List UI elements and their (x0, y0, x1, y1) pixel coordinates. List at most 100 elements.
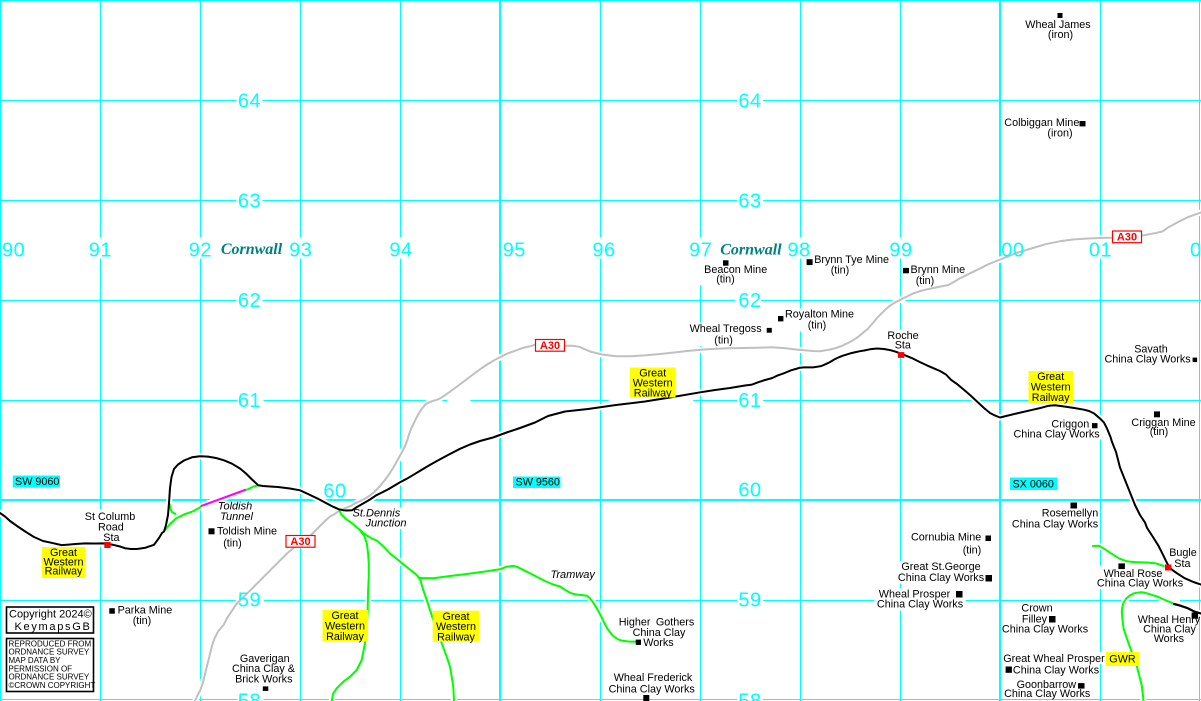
svg-text:Sta: Sta (103, 532, 119, 544)
svg-text:97: 97 (689, 240, 712, 262)
svg-text:Parka Mine: Parka Mine (118, 605, 173, 617)
svg-text:Cornwall: Cornwall (221, 241, 283, 258)
svg-text:00: 00 (1001, 240, 1024, 262)
svg-text:61: 61 (738, 390, 761, 412)
svg-text:China Clay Works: China Clay Works (877, 599, 964, 611)
svg-text:Junction: Junction (365, 518, 407, 530)
svg-text:A30: A30 (540, 340, 560, 352)
svg-text:Wheal Rose: Wheal Rose (1104, 568, 1163, 580)
svg-text:99: 99 (889, 240, 912, 262)
svg-text:Wheal Henry: Wheal Henry (1138, 614, 1201, 626)
svg-text:Western: Western (43, 556, 83, 568)
svg-text:China Clay Works: China Clay Works (1104, 353, 1191, 365)
svg-text:Road: Road (98, 522, 124, 534)
svg-text:(tin): (tin) (916, 275, 935, 287)
svg-text:Wheal James: Wheal James (1025, 19, 1091, 31)
svg-text:China Clay Works: China Clay Works (1013, 665, 1100, 677)
svg-text:China Clay Works: China Clay Works (1002, 624, 1089, 636)
svg-text:60: 60 (323, 481, 346, 503)
svg-text:Works: Works (643, 637, 674, 649)
svg-text:96: 96 (592, 240, 615, 262)
svg-text:91: 91 (89, 240, 112, 262)
svg-text:58: 58 (738, 690, 761, 701)
svg-text:A30: A30 (290, 536, 310, 548)
svg-text:Western: Western (1031, 382, 1071, 394)
svg-text:Wheal Frederick: Wheal Frederick (614, 672, 693, 684)
svg-text:China Clay: China Clay (633, 627, 686, 639)
svg-text:92: 92 (189, 240, 212, 262)
svg-text:60: 60 (738, 480, 761, 502)
svg-text:64: 64 (738, 91, 761, 113)
svg-text:Great: Great (442, 611, 469, 623)
svg-text:GWR: GWR (1109, 654, 1136, 666)
svg-text:China Clay: China Clay (1143, 623, 1196, 635)
svg-text:Criggan Mine: Criggan Mine (1131, 417, 1195, 429)
svg-text:98: 98 (787, 240, 810, 262)
svg-text:95: 95 (503, 240, 526, 262)
svg-text:Great St.George: Great St.George (901, 561, 980, 573)
svg-text:Roche: Roche (887, 330, 918, 342)
svg-text:Royalton Mine: Royalton Mine (785, 309, 854, 321)
svg-text:A30: A30 (1117, 232, 1137, 244)
svg-text:China Clay Works: China Clay Works (1013, 429, 1100, 441)
svg-text:Wheal Prosper: Wheal Prosper (879, 589, 951, 601)
svg-text:China Clay Works: China Clay Works (898, 572, 985, 584)
svg-text:KeymapsGB: KeymapsGB (15, 621, 92, 633)
svg-text:Railway: Railway (437, 632, 475, 644)
svg-text:Rosemellyn: Rosemellyn (1042, 508, 1098, 520)
svg-text:Copyright 2024©: Copyright 2024© (9, 609, 92, 621)
svg-text:Goonbarrow: Goonbarrow (1017, 679, 1077, 691)
svg-text:China Clay Works: China Clay Works (1004, 688, 1091, 700)
svg-text:(tin): (tin) (808, 320, 827, 332)
svg-text:(tin): (tin) (1150, 426, 1169, 438)
svg-text:62: 62 (738, 290, 761, 312)
svg-text:64: 64 (238, 91, 261, 113)
svg-text:Beacon Mine: Beacon Mine (704, 264, 767, 276)
svg-text:Higher Gothers: Higher Gothers (619, 616, 695, 628)
svg-text:63: 63 (238, 190, 261, 212)
svg-text:Toldish Mine: Toldish Mine (217, 526, 277, 538)
svg-text:Great: Great (50, 547, 77, 559)
svg-text:SW 9060: SW 9060 (15, 476, 59, 488)
svg-text:Great: Great (1037, 371, 1064, 383)
svg-text:Great Wheal Prosper: Great Wheal Prosper (1003, 653, 1105, 665)
svg-text:Western: Western (325, 621, 365, 633)
svg-text:Colbiggan Mine: Colbiggan Mine (1004, 117, 1079, 129)
svg-text:Sta: Sta (895, 339, 911, 351)
svg-text:Wheal Tregoss: Wheal Tregoss (690, 323, 763, 335)
svg-text:94: 94 (389, 240, 412, 262)
svg-text:Great: Great (639, 367, 666, 379)
svg-text:Railway: Railway (1032, 392, 1070, 404)
svg-text:(tin): (tin) (714, 334, 733, 346)
svg-text:China Clay Works: China Clay Works (1097, 578, 1184, 590)
svg-text:58: 58 (238, 690, 261, 701)
svg-text:(tin): (tin) (831, 264, 850, 276)
svg-text:SW 9560: SW 9560 (516, 477, 560, 489)
svg-text:©CROWN COPYRIGHT: ©CROWN COPYRIGHT (9, 681, 96, 690)
svg-text:Criggon: Criggon (1051, 419, 1089, 431)
svg-text:SX 0060: SX 0060 (1013, 478, 1054, 490)
svg-text:China Clay Works: China Clay Works (609, 684, 696, 696)
svg-text:(iron): (iron) (1047, 127, 1072, 139)
svg-text:62: 62 (238, 290, 261, 312)
svg-text:China Clay &: China Clay & (232, 663, 296, 675)
svg-text:St Columb: St Columb (85, 511, 135, 523)
svg-text:59: 59 (738, 590, 761, 612)
svg-text:(tin): (tin) (716, 274, 735, 286)
svg-text:ORDNANCE SURVEY: ORDNANCE SURVEY (9, 648, 90, 657)
svg-text:01: 01 (1089, 240, 1112, 262)
svg-text:Savath: Savath (1134, 344, 1168, 356)
svg-text:Filley: Filley (1022, 614, 1048, 626)
svg-text:59: 59 (238, 590, 261, 612)
svg-text:Railway: Railway (45, 566, 83, 578)
svg-text:PERMISSION OF: PERMISSION OF (9, 664, 73, 673)
svg-text:Railway: Railway (326, 631, 364, 643)
svg-text:Western: Western (436, 621, 476, 633)
svg-text:Crown: Crown (1021, 603, 1052, 615)
svg-text:(tin): (tin) (133, 615, 152, 627)
svg-text:Brick Works: Brick Works (235, 673, 293, 685)
svg-text:Brynn Tye Mine: Brynn Tye Mine (814, 254, 889, 266)
svg-text:Sta: Sta (1174, 558, 1190, 570)
svg-text:(iron): (iron) (1048, 29, 1073, 41)
svg-text:China Clay Works: China Clay Works (1012, 519, 1099, 531)
